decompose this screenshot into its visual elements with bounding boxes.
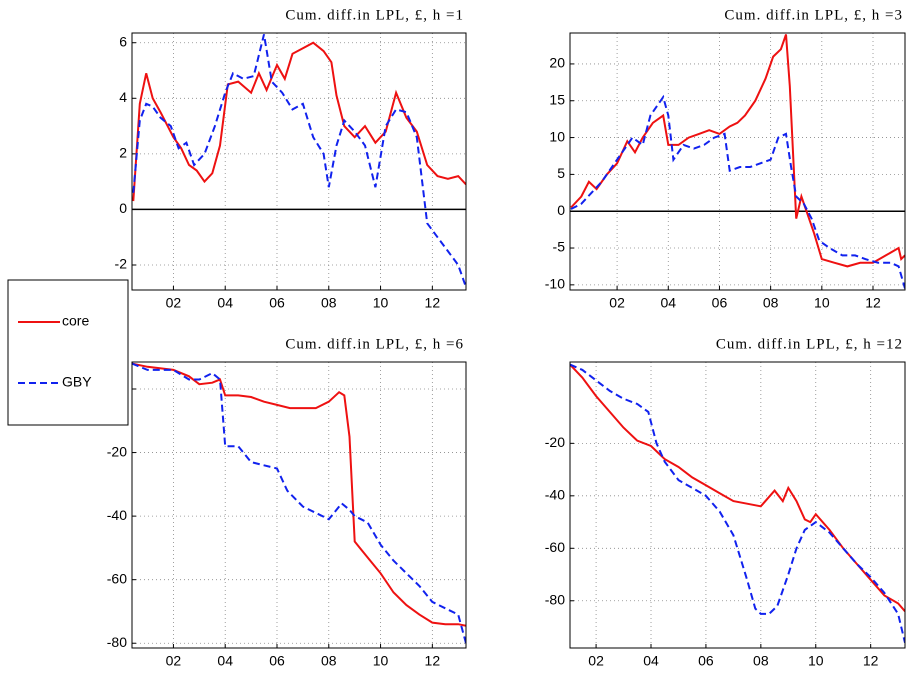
x-tick-label: 08 (763, 295, 779, 311)
y-tick-label: 10 (549, 128, 565, 144)
y-tick-label: -5 (553, 239, 566, 255)
x-tick-label: 02 (166, 295, 182, 311)
chart-title: Cum. diff.in LPL, £, h =3 (724, 7, 903, 23)
y-tick-label: 2 (119, 145, 127, 161)
series-line (570, 94, 905, 289)
series-line (132, 41, 466, 202)
legend-label: core (62, 313, 89, 329)
plot-frame (131, 361, 467, 649)
plot-area (132, 362, 466, 648)
x-tick-label: 12 (425, 653, 441, 669)
y-tick-label: -40 (107, 507, 127, 523)
series-line (132, 362, 466, 627)
x-tick-label: 08 (321, 653, 337, 669)
x-tick-label: 10 (373, 295, 389, 311)
x-tick-label: 02 (588, 653, 604, 669)
plot-area (570, 33, 905, 290)
plot-area (132, 33, 466, 290)
y-tick-label: 20 (549, 55, 565, 71)
x-tick-label: 04 (217, 295, 233, 311)
y-tick-label: -10 (545, 276, 565, 292)
y-tick-label: -80 (107, 634, 127, 650)
y-tick-label: -80 (545, 591, 565, 607)
y-tick-label: -40 (545, 487, 565, 503)
x-tick-label: 10 (373, 653, 389, 669)
legend (7, 279, 129, 426)
x-tick-label: 12 (863, 653, 879, 669)
x-tick-label: 02 (166, 653, 182, 669)
y-tick-label: 0 (557, 202, 565, 218)
plot-frame (131, 32, 467, 291)
x-tick-label: 06 (269, 295, 285, 311)
y-tick-label: 6 (119, 33, 127, 49)
y-tick-label: 4 (119, 89, 127, 105)
y-tick-label: 5 (557, 165, 565, 181)
x-tick-label: 10 (808, 653, 824, 669)
x-tick-label: 04 (660, 295, 676, 311)
plot-area (570, 362, 905, 648)
x-tick-label: 04 (643, 653, 659, 669)
x-tick-label: 10 (814, 295, 830, 311)
y-tick-label: 0 (119, 200, 127, 216)
series-line (570, 363, 905, 644)
plot-frame (569, 361, 906, 649)
chart-title: Cum. diff.in LPL, £, h =6 (285, 336, 464, 352)
x-tick-label: 06 (712, 295, 728, 311)
chart-title: Cum. diff.in LPL, £, h =1 (285, 7, 464, 23)
plot-frame (569, 32, 906, 291)
y-tick-label: -60 (107, 570, 127, 586)
series-line (132, 362, 466, 644)
series-line (570, 34, 905, 268)
x-tick-label: 04 (217, 653, 233, 669)
x-tick-label: 06 (698, 653, 714, 669)
series-line (132, 34, 466, 288)
x-tick-label: 08 (753, 653, 769, 669)
y-tick-label: -2 (115, 256, 128, 272)
y-tick-label: -20 (107, 443, 127, 459)
x-tick-label: 12 (865, 295, 881, 311)
x-tick-label: 12 (425, 295, 441, 311)
y-tick-label: -20 (545, 434, 565, 450)
x-tick-label: 08 (321, 295, 337, 311)
y-tick-label: -60 (545, 539, 565, 555)
x-tick-label: 06 (269, 653, 285, 669)
x-tick-label: 02 (609, 295, 625, 311)
legend-label: GBY (62, 374, 92, 390)
chart-title: Cum. diff.in LPL, £, h =12 (716, 336, 903, 352)
y-tick-label: 15 (549, 91, 565, 107)
